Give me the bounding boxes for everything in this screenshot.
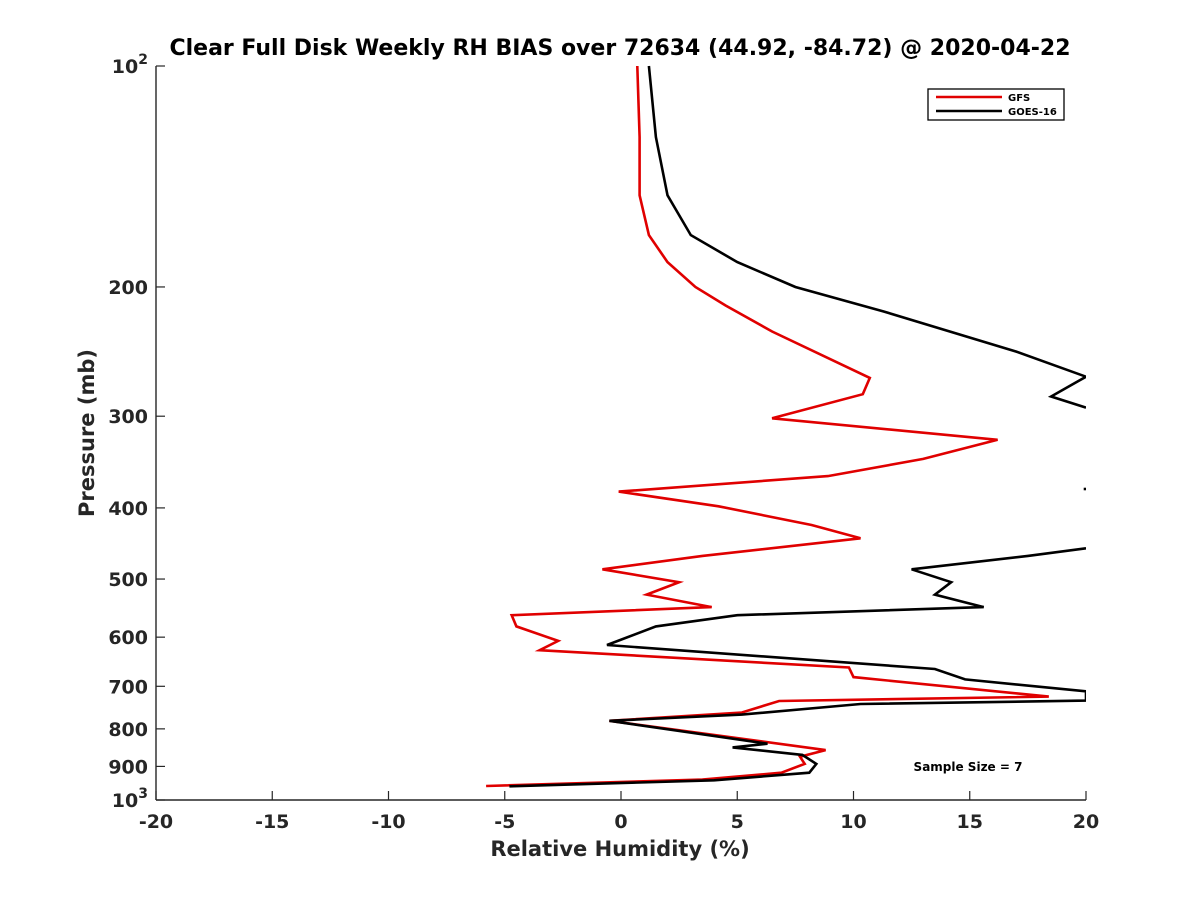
y-tick-label: 600 — [108, 627, 148, 649]
plot-area: -20 -15 -10 -5 0 5 10 15 20 102 200 300 400 500 600 700… — [108, 52, 1099, 833]
x-tick-label: -20 — [139, 811, 173, 833]
x-tick-label: -5 — [494, 811, 515, 833]
legend-box — [927, 88, 1065, 121]
series-line-goes16-seg-0 — [647, 65, 1086, 409]
x-axis-label: Relative Humidity (%) — [490, 837, 749, 861]
y-tick-label: 800 — [108, 719, 148, 741]
y-tick-label: 102 — [112, 52, 148, 78]
y-tick-label: 200 — [108, 277, 148, 299]
sample-size-annotation: Sample Size = 7 — [914, 760, 1023, 774]
y-tick-label: 103 — [112, 786, 148, 812]
x-tick-label: 20 — [1073, 811, 1099, 833]
y-tick-label: 500 — [108, 569, 148, 591]
series-line-goes16-seg-2 — [509, 547, 1086, 788]
y-tick-label: 700 — [108, 676, 148, 698]
y-tick-label: 300 — [108, 406, 148, 428]
y-tick-label: 900 — [108, 756, 148, 778]
x-tick-label: 10 — [840, 811, 866, 833]
x-tick-label: -15 — [255, 811, 289, 833]
x-tick-label: 5 — [731, 811, 744, 833]
chart-title: Clear Full Disk Weekly RH BIAS over 7263… — [169, 36, 1070, 61]
y-axis-label: Pressure (mb) — [75, 349, 99, 517]
legend: GFS GOES-16 — [927, 88, 1065, 121]
x-tick-label: 0 — [614, 811, 627, 833]
axes-layer: -20 -15 -10 -5 0 5 10 15 20 102 200 300 400 500 600 700… — [108, 52, 1099, 833]
legend-label-goes16: GOES-16 — [1008, 107, 1057, 118]
legend-label-gfs: GFS — [1008, 93, 1030, 104]
series-layer — [486, 65, 1086, 788]
x-tick-label: 15 — [957, 811, 983, 833]
x-tick-label: -10 — [371, 811, 405, 833]
y-tick-label: 400 — [108, 498, 148, 520]
